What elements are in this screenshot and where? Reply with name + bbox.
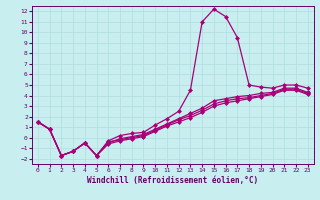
X-axis label: Windchill (Refroidissement éolien,°C): Windchill (Refroidissement éolien,°C) <box>87 176 258 185</box>
